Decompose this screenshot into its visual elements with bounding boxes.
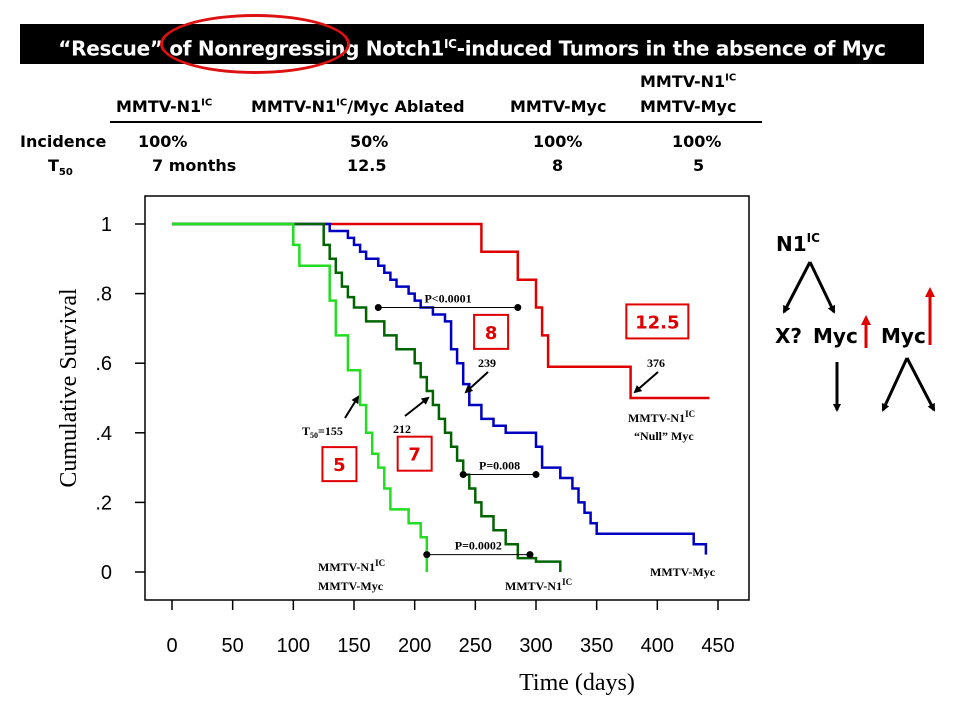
pvalue-label: P=0.008 — [479, 459, 520, 473]
pvalue-label: P=0.0002 — [455, 539, 502, 553]
highlight-ellipse — [160, 14, 350, 74]
x-tick-label: 250 — [459, 635, 492, 657]
group-header-myc-ablated: MMTV-N1IC/Myc Ablated — [251, 97, 465, 116]
n376-annotation: 376 — [647, 356, 665, 370]
incidence-combo: 100% — [672, 132, 722, 151]
n376-arrow — [633, 371, 659, 394]
y-tick-label: .8 — [95, 284, 112, 306]
schematic-myc-2: Myc — [881, 324, 926, 348]
t50-box — [396, 435, 433, 472]
pvalue-endpoint — [423, 551, 431, 559]
t50-myc: 8 — [552, 156, 564, 175]
t50-box — [321, 446, 358, 483]
survival-curve-blue — [172, 222, 708, 555]
label-combo-line1: MMTV-N1IC — [318, 558, 385, 574]
schematic-x: X? — [775, 324, 802, 348]
x-tick-label: 50 — [222, 635, 244, 657]
t50-box-label: 12.5 — [635, 312, 679, 333]
schematic-myc-1: Myc — [813, 324, 858, 348]
table-rule — [110, 121, 762, 123]
x-tick-label: 300 — [519, 635, 552, 657]
row-label-incidence: Incidence — [20, 132, 107, 151]
t50-arrow — [344, 395, 360, 419]
x-tick-label: 100 — [277, 635, 310, 657]
n239-annotation: 239 — [478, 356, 496, 370]
y-tick-label: .6 — [95, 353, 112, 375]
n239-arrow — [464, 371, 489, 394]
survival-curve-red — [172, 222, 710, 400]
pathway-schematic: N1IC X? Myc Myc — [775, 231, 936, 412]
y-tick-label: 1 — [101, 214, 112, 236]
t50-box-label: 5 — [333, 455, 346, 476]
pvalue-endpoint — [374, 304, 382, 312]
t50-box-label: 7 — [408, 445, 421, 466]
pvalue-endpoint — [532, 471, 540, 479]
n212-arrow — [404, 396, 430, 417]
incidence-n1ic: 100% — [138, 132, 188, 151]
group-header-n1ic: MMTV-N1IC — [116, 97, 213, 116]
t50-annotation: T50=155 — [302, 424, 343, 440]
x-tick-label: 0 — [166, 635, 177, 657]
pvalue-label: P<0.0001 — [424, 292, 471, 306]
label-null-line2: “Null” Myc — [634, 429, 694, 443]
t50-combo: 5 — [693, 156, 705, 175]
t50-box — [625, 303, 690, 340]
pvalue-endpoint — [514, 304, 522, 312]
x-tick-label: 450 — [701, 635, 734, 657]
survival-curve-darkgreen — [172, 222, 562, 572]
t50-n1ic: 7 months — [152, 156, 237, 175]
incidence-myc: 100% — [533, 132, 583, 151]
pvalue-endpoint — [526, 551, 534, 559]
label-null-line1: MMTV-N1IC — [628, 409, 695, 425]
t50-box-label: 8 — [485, 323, 498, 344]
schematic-arrow-right — [808, 261, 836, 314]
x-tick-label: 150 — [337, 635, 370, 657]
pvalue-endpoint — [459, 471, 467, 479]
t50-box — [473, 313, 510, 350]
incidence-myc-ablated: 50% — [350, 132, 389, 151]
x-axis-title: Time (days) — [519, 670, 635, 696]
row-label-t50: T50 — [48, 156, 73, 179]
schematic-split-arrow-left — [881, 357, 909, 412]
group-header-myc: MMTV-Myc — [510, 97, 607, 116]
survival-curve-lightgreen — [172, 222, 429, 572]
schematic-split-arrow-right — [905, 357, 936, 412]
plot-frame — [144, 195, 750, 601]
y-tick-label: .2 — [95, 492, 112, 514]
x-tick-label: 200 — [398, 635, 431, 657]
t50-myc-ablated: 12.5 — [347, 156, 387, 175]
label-n1ic: MMTV-N1IC — [505, 577, 572, 593]
n212-annotation: 212 — [393, 422, 411, 436]
x-tick-label: 350 — [580, 635, 613, 657]
y-axis-title: Cumulative Survival — [56, 288, 82, 488]
group-header-combo-line1: MMTV-N1IC — [640, 72, 737, 91]
schematic-n1ic: N1IC — [776, 231, 820, 256]
group-header-combo-line2: MMTV-Myc — [640, 97, 737, 116]
x-tick-label: 400 — [641, 635, 674, 657]
schematic-arrow-left — [782, 261, 812, 314]
y-tick-label: 0 — [101, 562, 112, 584]
y-tick-label: .4 — [95, 423, 112, 445]
label-myc: MMTV-Myc — [650, 565, 716, 579]
label-combo-line2: MMTV-Myc — [318, 579, 384, 593]
